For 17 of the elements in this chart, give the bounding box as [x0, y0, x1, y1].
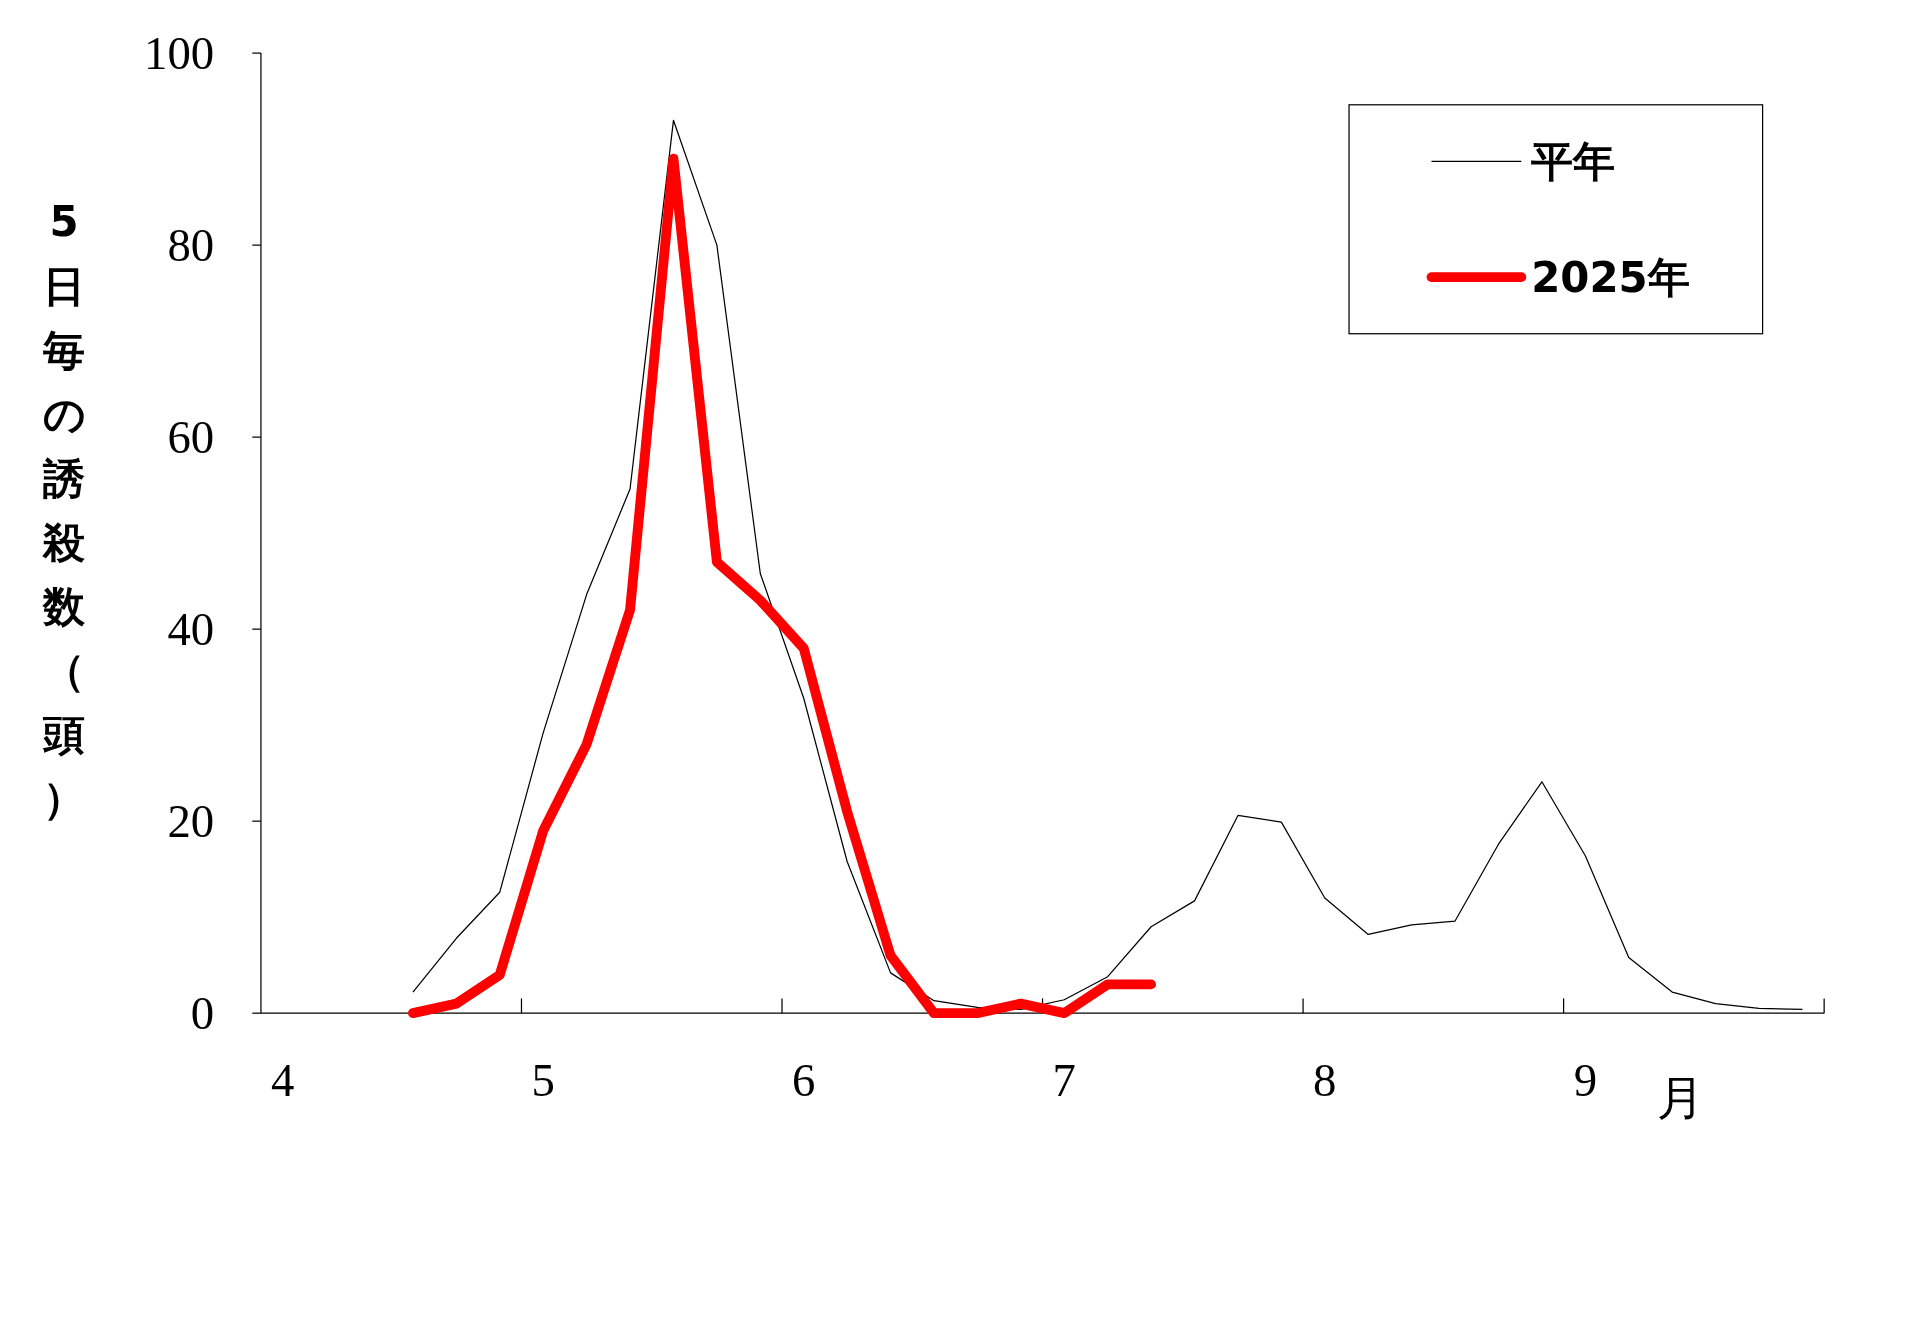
- x-tick-label: 6: [792, 1053, 816, 1106]
- legend-label: 2025年: [1531, 252, 1690, 302]
- line-series: [412, 119, 1804, 1010]
- x-tick-label: 4: [270, 1053, 295, 1106]
- x-tick-label: 9: [1573, 1053, 1598, 1106]
- legend-label: 平年: [1530, 137, 1616, 187]
- y-tick-label: 100: [144, 27, 215, 80]
- y-tick-label: 60: [167, 411, 215, 464]
- x-tick-label: 5: [531, 1053, 555, 1106]
- text: 5日毎の誘殺数（頭）: [42, 197, 86, 823]
- y-tick-label: 0: [190, 987, 215, 1040]
- y-tick-label: 20: [167, 795, 215, 848]
- x-axis-title: 月: [1656, 1072, 1704, 1125]
- y-tick-label: 80: [167, 219, 215, 272]
- x-tick-label: 8: [1313, 1053, 1337, 1106]
- y-tick-label: 40: [167, 603, 215, 656]
- x-tick-label: 7: [1052, 1053, 1076, 1106]
